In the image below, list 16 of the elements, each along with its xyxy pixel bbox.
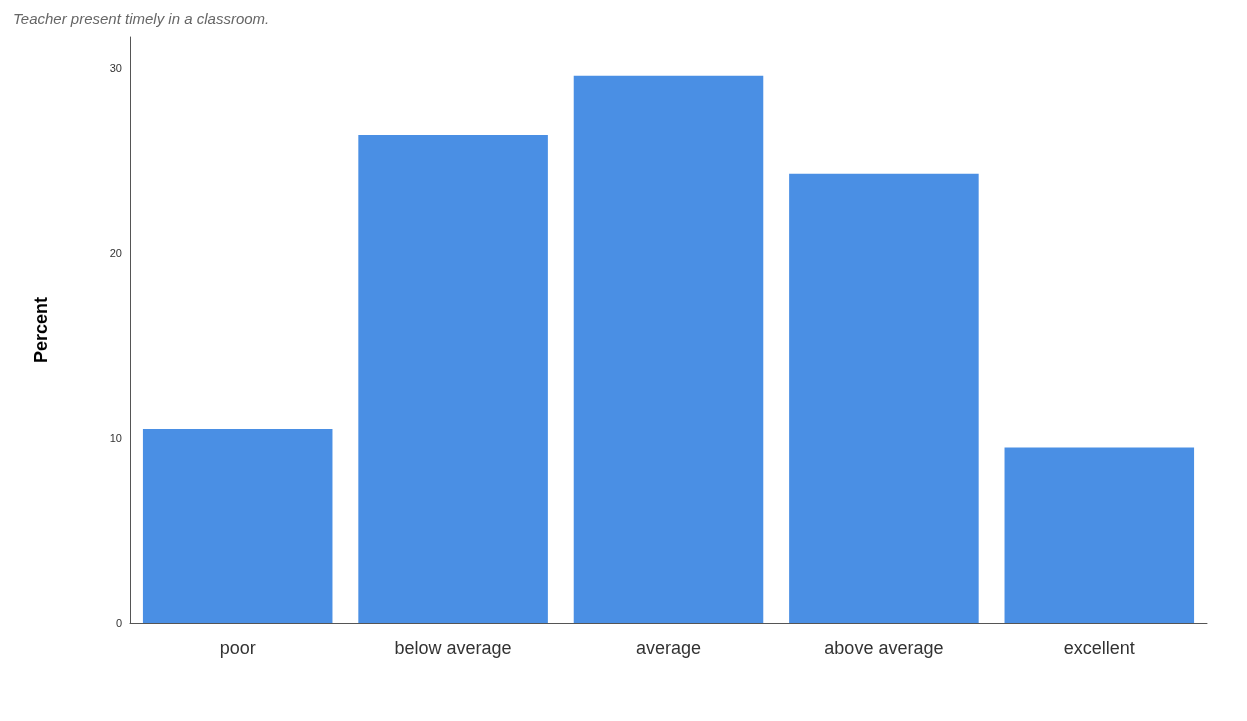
bar [142, 428, 333, 623]
x-tick-label: poor [219, 638, 256, 658]
y-tick-label: 0 [115, 617, 122, 629]
x-tick-label: above average [824, 638, 944, 658]
x-tick-label: below average [394, 638, 512, 658]
y-axis-title: Percent [31, 296, 51, 364]
chart-title: Teacher present timely in a classroom. [13, 10, 270, 27]
bar [789, 173, 979, 623]
bar [1004, 447, 1195, 623]
y-tick-label: 30 [109, 62, 122, 75]
x-tick-label: average [635, 638, 702, 658]
x-tick-label: excellent [1063, 638, 1135, 658]
y-tick-label: 20 [109, 247, 122, 260]
bar [358, 134, 548, 623]
bar [573, 75, 764, 623]
y-tick-label: 10 [109, 432, 122, 445]
